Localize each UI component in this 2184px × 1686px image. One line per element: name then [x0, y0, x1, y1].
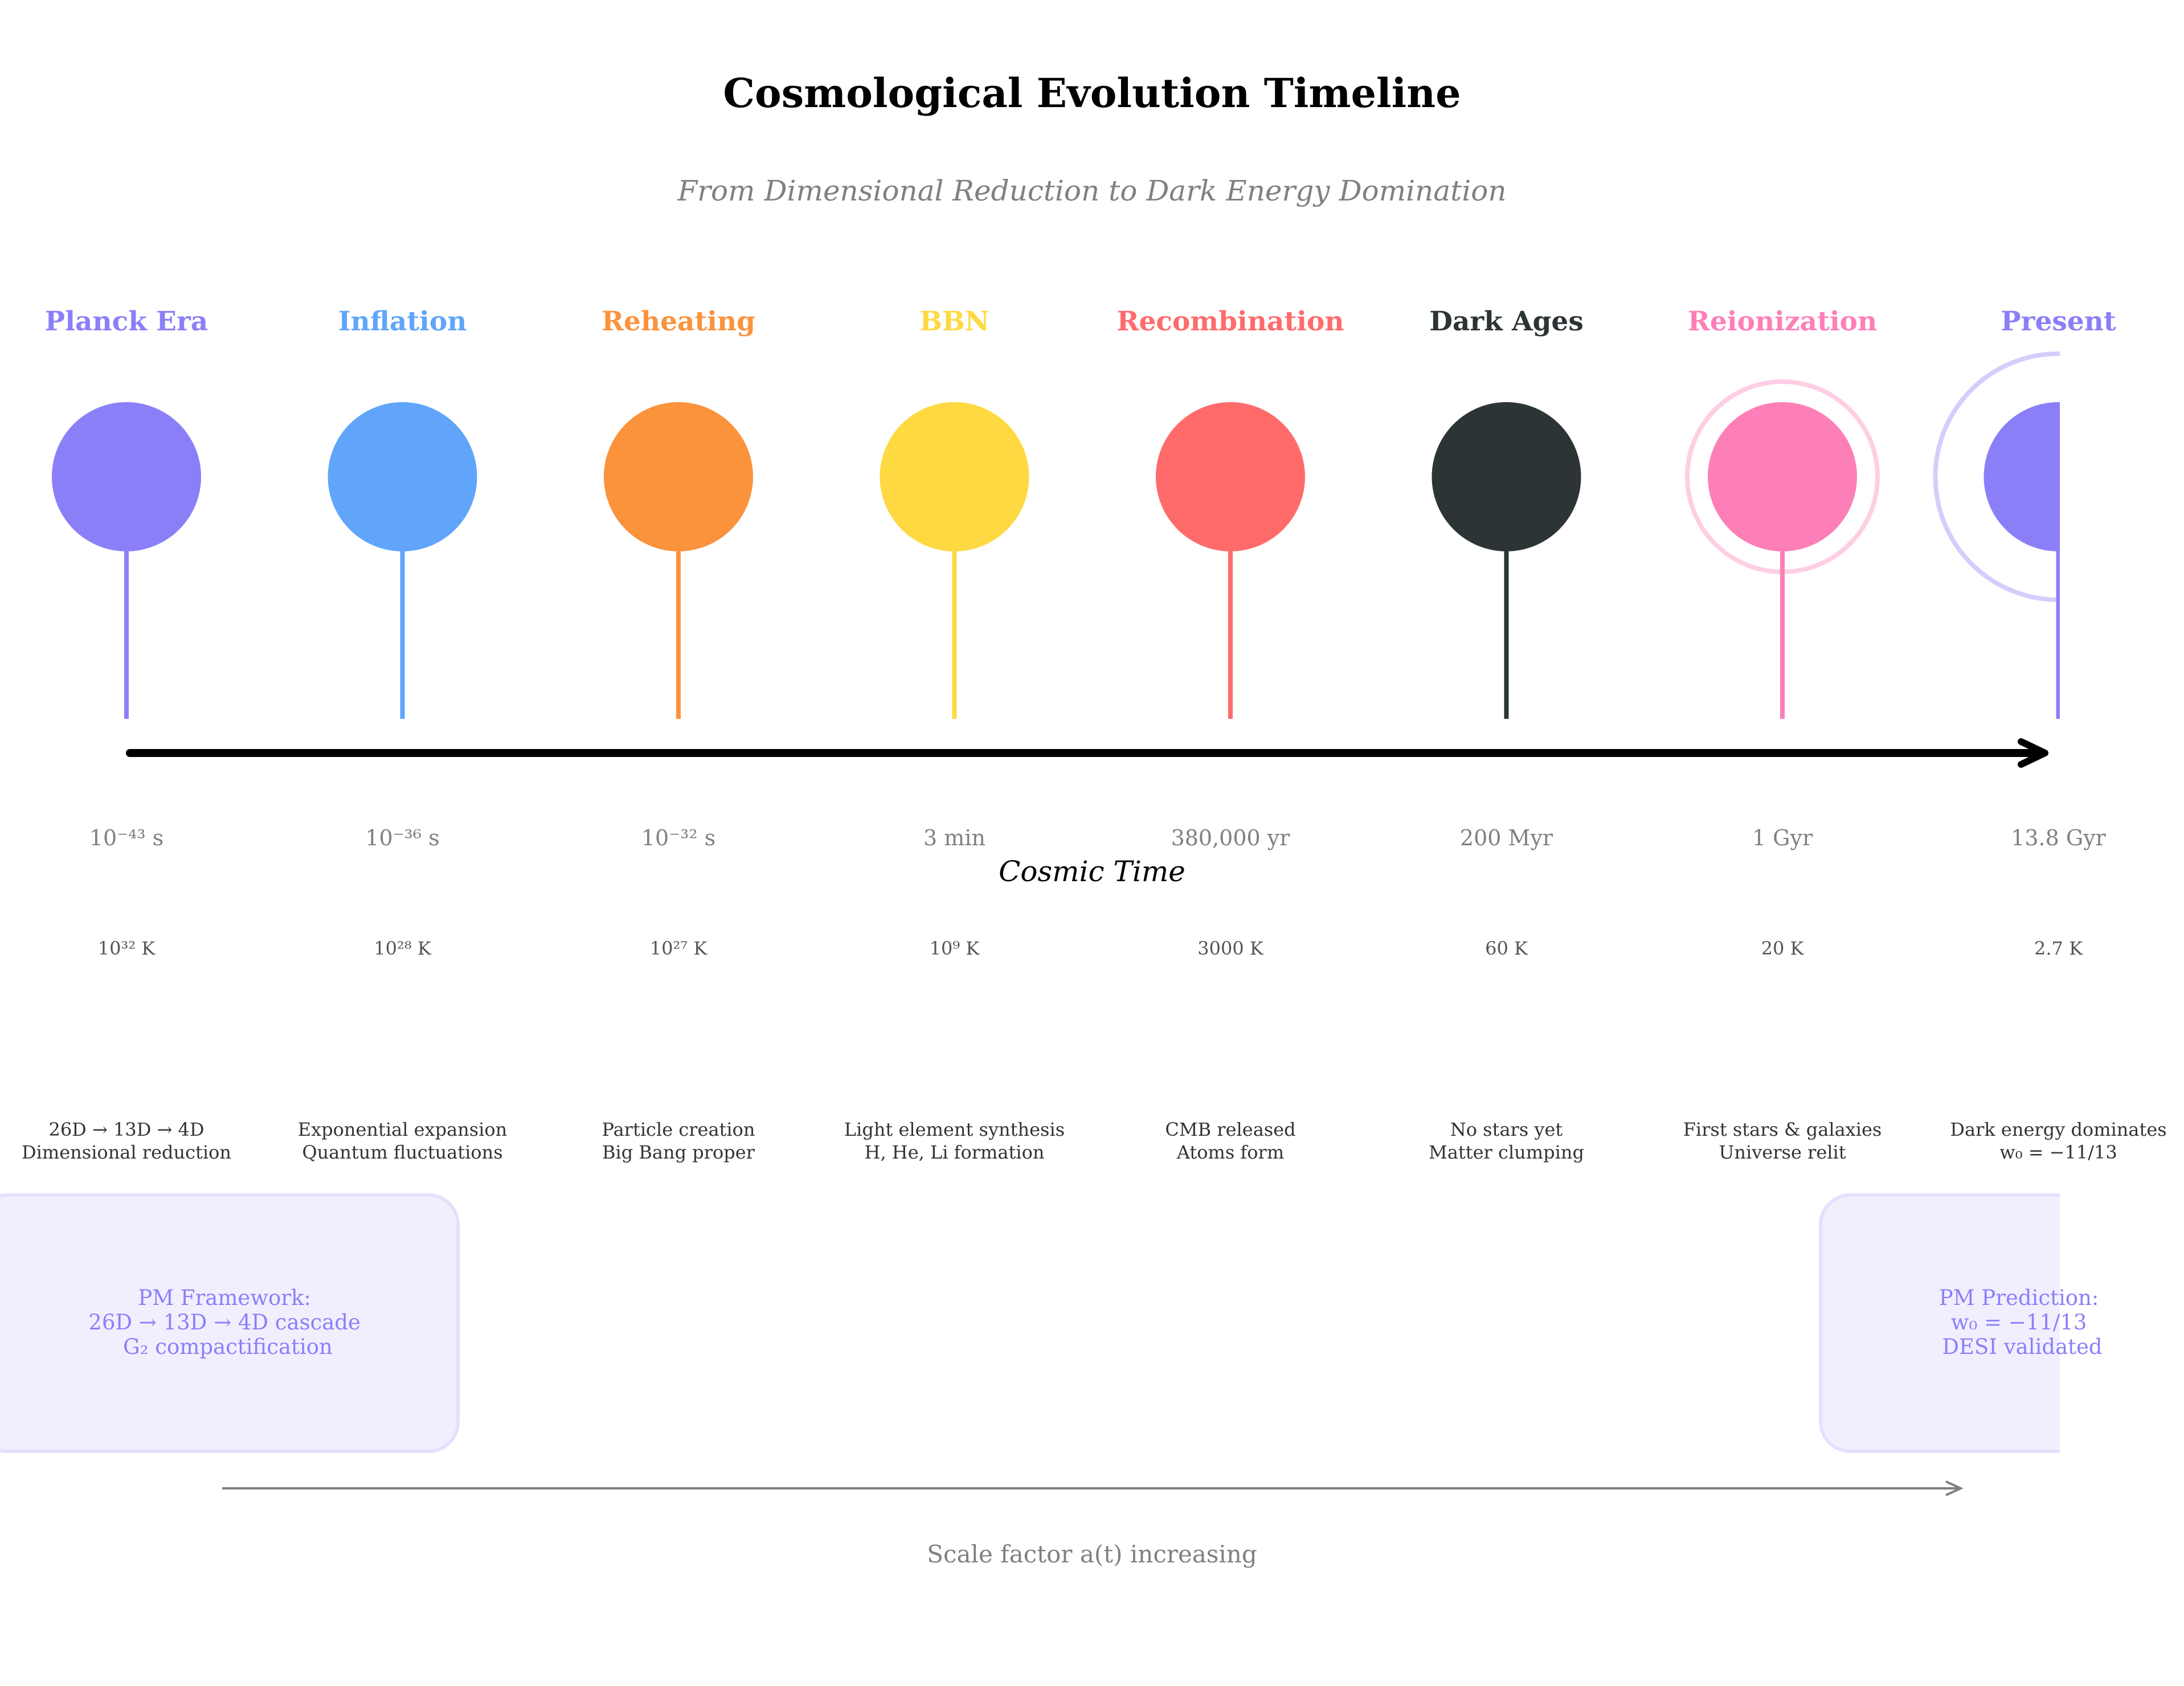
- diagram-title: Cosmological Evolution Timeline: [723, 69, 1461, 117]
- event-dark-ages: Dark Ages 200 Myr 60 K No stars yet Matter c…: [1429, 306, 1584, 1163]
- event-name: Dark Ages: [1429, 306, 1584, 337]
- event-name: Reheating: [602, 306, 755, 337]
- event-time: 10⁻³² s: [641, 825, 715, 850]
- event-temperature: 20 K: [1761, 938, 1805, 959]
- event-name: BBN: [919, 306, 989, 337]
- event-temperature: 60 K: [1485, 938, 1528, 959]
- event-description: No stars yet Matter clumping: [1429, 1119, 1584, 1163]
- event-dot: [328, 402, 477, 551]
- event-name: Present: [2001, 306, 2116, 337]
- event-description: Particle creation Big Bang proper: [602, 1119, 755, 1163]
- event-time: 10⁻⁴³ s: [89, 825, 163, 850]
- event-planck-era: Planck Era 10⁻⁴³ s 10³² K 26D → 13D → 4D Dim…: [22, 306, 231, 1163]
- framework-box-text: PM Framework: 26D → 13D → 4D cascade G₂ …: [88, 1286, 367, 1359]
- event-reheating: Reheating 10⁻³² s 10²⁷ K Particle creation B…: [602, 306, 755, 1163]
- timeline-events: Planck Era 10⁻⁴³ s 10³² K 26D → 13D → 4D Dim…: [22, 306, 2167, 1163]
- framework-box: [0, 1193, 460, 1453]
- event-name: Inflation: [338, 306, 467, 337]
- event-description: 26D → 13D → 4D Dimensional reduction: [22, 1119, 231, 1163]
- event-temperature: 3000 K: [1197, 938, 1264, 959]
- diagram-subtitle: From Dimensional Reduction to Dark Energ…: [677, 174, 1506, 207]
- prediction-box: [1819, 1193, 2060, 1453]
- event-temperature: 10⁹ K: [930, 938, 980, 959]
- event-dot: [52, 402, 201, 551]
- event-name: Recombination: [1116, 306, 1344, 337]
- event-present: Present 13.8 Gyr 2.7 K Dark energy dominate…: [1933, 306, 2167, 1163]
- scale-factor-arrow: [222, 1480, 1964, 1496]
- event-marker-reionization: [1685, 379, 1880, 719]
- event-time: 13.8 Gyr: [2011, 825, 2107, 850]
- event-dot: [1432, 402, 1581, 551]
- event-time: 10⁻³⁶ s: [365, 825, 439, 850]
- event-temperature: 10²⁸ K: [374, 938, 432, 959]
- event-marker-bbn: [880, 402, 1029, 719]
- event-description: Exponential expansion Quantum fluctuation…: [298, 1119, 508, 1163]
- event-temperature: 2.7 K: [2034, 938, 2083, 959]
- scale-arrowhead: [1945, 1480, 1964, 1496]
- event-dot: [880, 402, 1029, 551]
- event-name: Planck Era: [45, 306, 208, 337]
- event-description: Light element synthesis H, He, Li formati…: [844, 1119, 1065, 1163]
- event-time: 1 Gyr: [1752, 825, 1813, 850]
- prediction-box-text: PM Prediction: w₀ = −11/13 DESI validate…: [1939, 1286, 2105, 1359]
- annotation-boxes: [0, 1193, 2060, 1453]
- event-marker-reheating: [604, 402, 753, 719]
- event-time: 380,000 yr: [1171, 825, 1291, 850]
- event-marker-inflation: [328, 402, 477, 719]
- cosmic-time-axis: [126, 738, 2048, 768]
- event-time: 3 min: [923, 825, 985, 850]
- cosmic-time-arrowhead: [2018, 738, 2048, 768]
- event-marker-recombination: [1156, 402, 1305, 719]
- event-description: First stars & galaxies Universe relit: [1683, 1119, 1882, 1163]
- event-dot: [604, 402, 753, 551]
- event-dot: [1983, 402, 2060, 551]
- event-inflation: Inflation 10⁻³⁶ s 10²⁸ K Exponential expans…: [298, 306, 508, 1163]
- event-description: CMB released Atoms form: [1165, 1119, 1295, 1163]
- event-temperature: 10²⁷ K: [650, 938, 708, 959]
- event-marker-dark-ages: [1432, 402, 1581, 719]
- event-description: Dark energy dominates w₀ = −11/13: [1950, 1119, 2166, 1163]
- event-marker-planck-era: [52, 402, 201, 719]
- event-bbn: BBN 3 min 10⁹ K Light element synthesis H, H…: [844, 306, 1065, 1163]
- event-name: Reionization: [1688, 306, 1877, 337]
- event-dot: [1156, 402, 1305, 551]
- event-temperature: 10³² K: [98, 938, 156, 959]
- event-reionization: Reionization 1 Gyr 20 K First stars & galax…: [1683, 306, 1882, 1163]
- event-marker-present: [1933, 351, 2060, 719]
- axis-label: Cosmic Time: [999, 855, 1185, 888]
- event-time: 200 Myr: [1460, 825, 1553, 850]
- scale-factor-label: Scale factor a(t) increasing: [927, 1540, 1257, 1568]
- event-dot: [1708, 402, 1857, 551]
- event-recombination: Recombination 380,000 yr 3000 K CMB release…: [1116, 306, 1344, 1163]
